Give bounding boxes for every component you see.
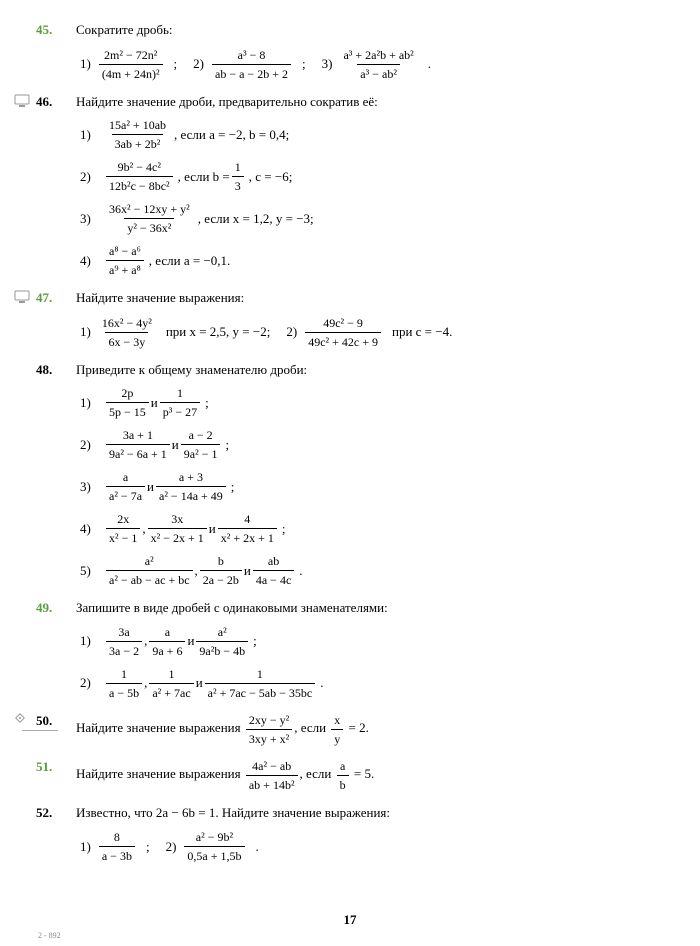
- sub-item: 2) a² − 9b²0,5a + 1,5b .: [166, 828, 259, 865]
- problem-52: 52.Известно, что 2a − 6b = 1. Найдите зн…: [70, 803, 660, 866]
- sub-item: 1)15a² + 10ab3ab + 2b², если a = −2, b =…: [80, 116, 660, 153]
- problem-50: 50.Найдите значение выражения 2xy − y²3x…: [70, 711, 660, 748]
- problem-title: Найдите значение дроби, предварительно с…: [76, 94, 378, 109]
- problem-45: 45.Сократите дробь: 1) 2m² − 72n²(4m + 2…: [70, 20, 660, 83]
- footer-code: 2 - 892: [38, 931, 61, 940]
- sub-item: 1)2p5p − 15 и 1p³ − 27;: [80, 384, 660, 421]
- problem-number: 52.: [36, 803, 52, 823]
- sub-item: 2)3a + 19a² − 6a + 1 и a − 29a² − 1;: [80, 426, 660, 463]
- sub-item: 1) 8a − 3b ;: [80, 828, 150, 865]
- problem-46: 46.Найдите значение дроби, предварительн…: [70, 92, 660, 280]
- problem-title: Приведите к общему знаменателю дроби:: [76, 362, 307, 377]
- problem-51: 51.Найдите значение выражения 4a² − abab…: [70, 757, 660, 794]
- problem-49: 49.Запишите в виде дробей с одинаковыми …: [70, 598, 660, 702]
- problem-title: Запишите в виде дробей с одинаковыми зна…: [76, 600, 388, 615]
- sub-item: 4)2xx² − 1, 3xx² − 2x + 1 и 4x² + 2x + 1…: [80, 510, 660, 547]
- sub-item: 2)9b² − 4c²12b²c − 8bc², если b = 13, c …: [80, 158, 660, 195]
- problem-title: Найдите значение выражения 4a² − abab + …: [76, 766, 374, 781]
- sub-item: 1)3a3a − 2, a9a + 6 и a²9a²b − 4b;: [80, 623, 660, 660]
- sub-item: 1) 16x² − 4y²6x − 3y при x = 2,5, y = −2…: [80, 314, 270, 351]
- problem-title: Найдите значение выражения:: [76, 290, 244, 305]
- problem-number: 47.: [36, 288, 52, 308]
- problem-number: 50.: [36, 711, 52, 731]
- problem-48: 48.Приведите к общему знаменателю дроби:…: [70, 360, 660, 590]
- sub-item: 2) 49c² − 949c² + 42c + 9 при c = −4.: [286, 314, 452, 351]
- sub-item: 1) 2m² − 72n²(4m + 24n)² ;: [80, 46, 177, 83]
- sub-item: 3)aa² − 7a и a + 3a² − 14a + 49;: [80, 468, 660, 505]
- sub-item: 2)1a − 5b, 1a² + 7ac и 1a² + 7ac − 5ab −…: [80, 665, 660, 702]
- problem-title: Сократите дробь:: [76, 22, 173, 37]
- problem-number: 46.: [36, 92, 52, 112]
- problem-title: Найдите значение выражения 2xy − y²3xy +…: [76, 720, 369, 735]
- page-number: 17: [0, 912, 700, 928]
- sub-item: 4)a⁸ − a⁶a⁹ + a⁸, если a = −0,1.: [80, 242, 660, 279]
- problem-number: 45.: [36, 20, 52, 40]
- sub-item: 5)a²a² − ab − ac + bc, b2a − 2b и ab4a −…: [80, 552, 660, 589]
- sub-item: 3)36x² − 12xy + y²y² − 36x², если x = 1,…: [80, 200, 660, 237]
- sub-item: 3) a³ + 2a²b + ab²a³ − ab² .: [322, 46, 431, 83]
- problem-title: Известно, что 2a − 6b = 1. Найдите значе…: [76, 805, 390, 820]
- problem-number: 49.: [36, 598, 52, 618]
- problem-number: 51.: [36, 757, 52, 777]
- problem-number: 48.: [36, 360, 52, 380]
- sub-item: 2) a³ − 8ab − a − 2b + 2 ;: [193, 46, 305, 83]
- problem-47: 47.Найдите значение выражения: 1) 16x² −…: [70, 288, 660, 351]
